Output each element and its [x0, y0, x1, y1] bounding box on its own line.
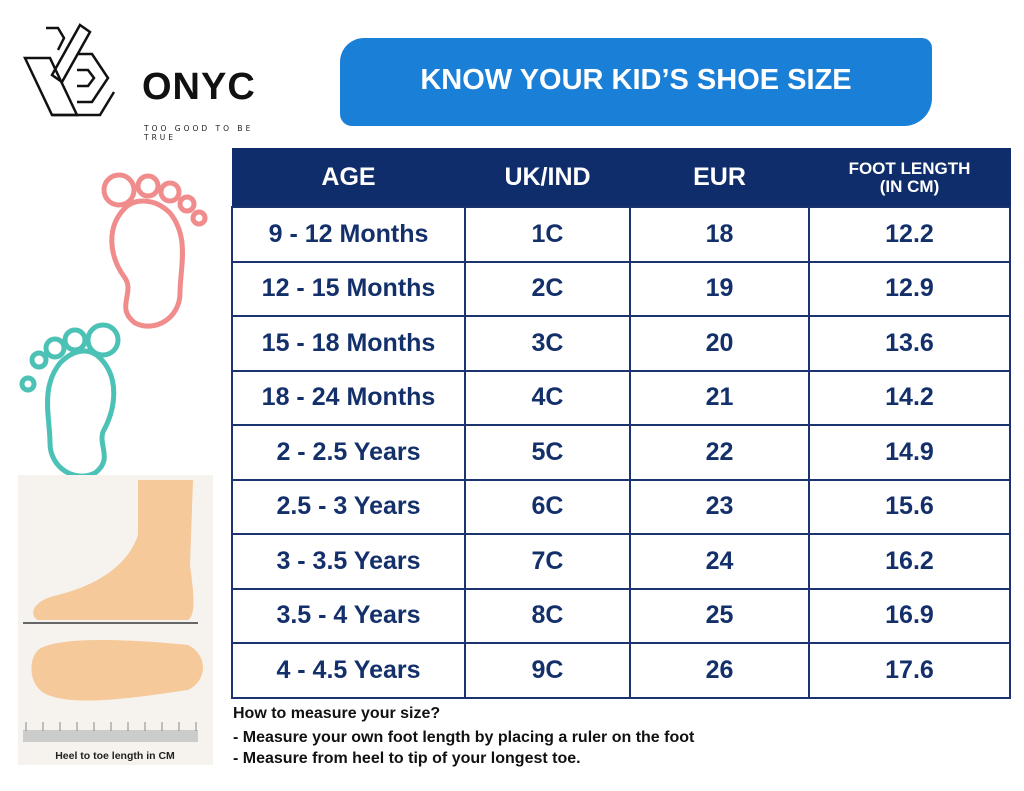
table-row: 3 - 3.5 Years 7C 24 16.2	[231, 533, 1011, 590]
instruction-line: - Measure from heel to tip of your longe…	[233, 750, 581, 767]
age-cell: 12 - 15 Months	[231, 260, 466, 317]
header-age: AGE	[231, 148, 466, 208]
foot-length-cell: 13.6	[808, 315, 1011, 372]
age-cell: 2.5 - 3 Years	[231, 478, 466, 535]
uk-ind-cell: 6C	[464, 478, 631, 535]
foot-measure-illustration	[18, 475, 213, 765]
age-cell: 3.5 - 4 Years	[231, 587, 466, 644]
eur-cell: 21	[629, 369, 810, 426]
size-table: AGE UK/IND EUR FOOT LENGTH (IN CM) 9 - 12…	[231, 148, 1011, 699]
foot-length-cell: 12.2	[808, 206, 1011, 263]
eur-cell: 20	[629, 315, 810, 372]
table-row: 12 - 15 Months 2C 19 12.9	[231, 260, 1011, 317]
eur-cell: 18	[629, 206, 810, 263]
eur-cell: 25	[629, 587, 810, 644]
foot-length-cell: 16.9	[808, 587, 1011, 644]
logo-mark-icon	[23, 23, 116, 117]
eur-cell: 26	[629, 642, 810, 699]
age-cell: 18 - 24 Months	[231, 369, 466, 426]
table-header-row: AGE UK/IND EUR FOOT LENGTH (IN CM)	[231, 148, 1011, 208]
foot-length-cell: 17.6	[808, 642, 1011, 699]
age-cell: 2 - 2.5 Years	[231, 424, 466, 481]
uk-ind-cell: 4C	[464, 369, 631, 426]
table-row: 3.5 - 4 Years 8C 25 16.9	[231, 587, 1011, 644]
logo-wordmark: ONYC	[142, 66, 256, 108]
foot-length-cell: 12.9	[808, 260, 1011, 317]
table-row: 2.5 - 3 Years 6C 23 15.6	[231, 478, 1011, 535]
header-uk-ind: UK/IND	[464, 148, 631, 208]
table-row: 18 - 24 Months 4C 21 14.2	[231, 369, 1011, 426]
foot-length-cell: 16.2	[808, 533, 1011, 590]
uk-ind-cell: 2C	[464, 260, 631, 317]
uk-ind-cell: 8C	[464, 587, 631, 644]
table-row: 2 - 2.5 Years 5C 22 14.9	[231, 424, 1011, 481]
foot-length-cell: 15.6	[808, 478, 1011, 535]
foot-length-cell: 14.9	[808, 424, 1011, 481]
instructions-heading: How to measure your size?	[233, 705, 441, 722]
uk-ind-cell: 1C	[464, 206, 631, 263]
page-title: KNOW YOUR KID’S SHOE SIZE	[420, 64, 852, 96]
age-cell: 4 - 4.5 Years	[231, 642, 466, 699]
age-cell: 15 - 18 Months	[231, 315, 466, 372]
illustration-caption: Heel to toe length in CM	[55, 750, 175, 762]
uk-ind-cell: 7C	[464, 533, 631, 590]
header-eur: EUR	[629, 148, 810, 208]
eur-cell: 22	[629, 424, 810, 481]
pink-footprint-icon	[101, 172, 208, 329]
uk-ind-cell: 3C	[464, 315, 631, 372]
header-foot-length-line1: FOOT LENGTH	[848, 158, 971, 178]
measure-instructions: How to measure your size? - Measure your…	[233, 703, 694, 769]
instruction-line: - Measure your own foot length by placin…	[233, 729, 695, 746]
table-row: 4 - 4.5 Years 9C 26 17.6	[231, 642, 1011, 699]
teal-footprint-icon	[19, 322, 121, 479]
uk-ind-cell: 9C	[464, 642, 631, 699]
eur-cell: 19	[629, 260, 810, 317]
eur-cell: 23	[629, 478, 810, 535]
header-foot-length: FOOT LENGTH (IN CM)	[808, 148, 1011, 208]
header-foot-length-line2: (IN CM)	[879, 176, 940, 196]
age-cell: 3 - 3.5 Years	[231, 533, 466, 590]
title-banner	[340, 38, 932, 126]
logo-tagline: TOO GOOD TO BE TRUE	[144, 124, 254, 142]
foot-length-cell: 14.2	[808, 369, 1011, 426]
eur-cell: 24	[629, 533, 810, 590]
table-row: 15 - 18 Months 3C 20 13.6	[231, 315, 1011, 372]
uk-ind-cell: 5C	[464, 424, 631, 481]
table-row: 9 - 12 Months 1C 18 12.2	[231, 206, 1011, 263]
onyc-logo: ONYC TOO GOOD TO BE TRUE	[22, 20, 272, 142]
age-cell: 9 - 12 Months	[231, 206, 466, 263]
